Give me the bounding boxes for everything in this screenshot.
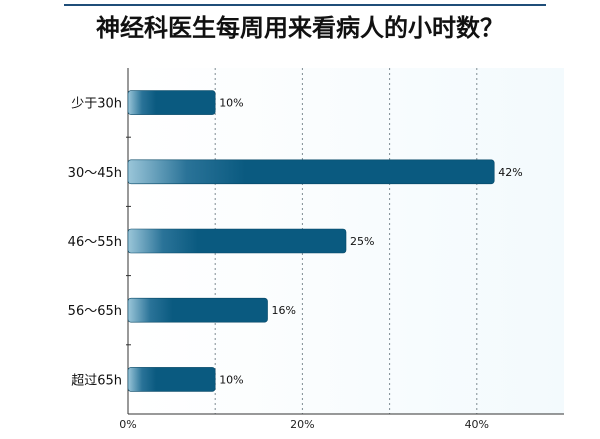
category-labels: 少于30h 30～45h 46～55h 56～65h 超过65h: [68, 97, 122, 389]
chart-title: 神经科医生每周用来看病人的小时数？: [96, 14, 504, 42]
bar-value-label: 25%: [350, 235, 374, 248]
bar: [127, 228, 347, 254]
bar-value-label: 16%: [272, 304, 296, 317]
bar: [127, 367, 216, 392]
x-tick-labels: 0% 20% 40%: [119, 418, 489, 431]
bar-value-label: 42%: [498, 166, 522, 179]
category-label: 56～65h: [68, 304, 122, 319]
x-tick-label: 40%: [465, 418, 489, 431]
category-label: 少于30h: [71, 97, 122, 112]
bar: [127, 90, 216, 115]
category-label: 46～55h: [68, 235, 122, 250]
x-tick-label: 0%: [119, 418, 136, 431]
category-label: 超过65h: [71, 373, 122, 388]
bar-value-label: 10%: [219, 97, 243, 110]
category-label: 30～45h: [68, 166, 122, 181]
bar: [127, 297, 268, 323]
bar: [127, 159, 495, 185]
bar-value-label: 10%: [219, 373, 243, 386]
bars: 10% 42% 25% 16% 10%: [127, 90, 523, 392]
title-rule: [64, 4, 546, 6]
x-tick-label: 20%: [290, 418, 314, 431]
